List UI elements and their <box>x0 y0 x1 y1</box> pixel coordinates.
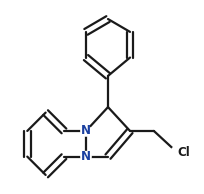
Text: N: N <box>81 150 91 163</box>
Circle shape <box>80 126 91 136</box>
Circle shape <box>80 152 91 162</box>
Circle shape <box>170 146 184 160</box>
Text: N: N <box>81 124 91 137</box>
Text: Cl: Cl <box>177 146 190 159</box>
